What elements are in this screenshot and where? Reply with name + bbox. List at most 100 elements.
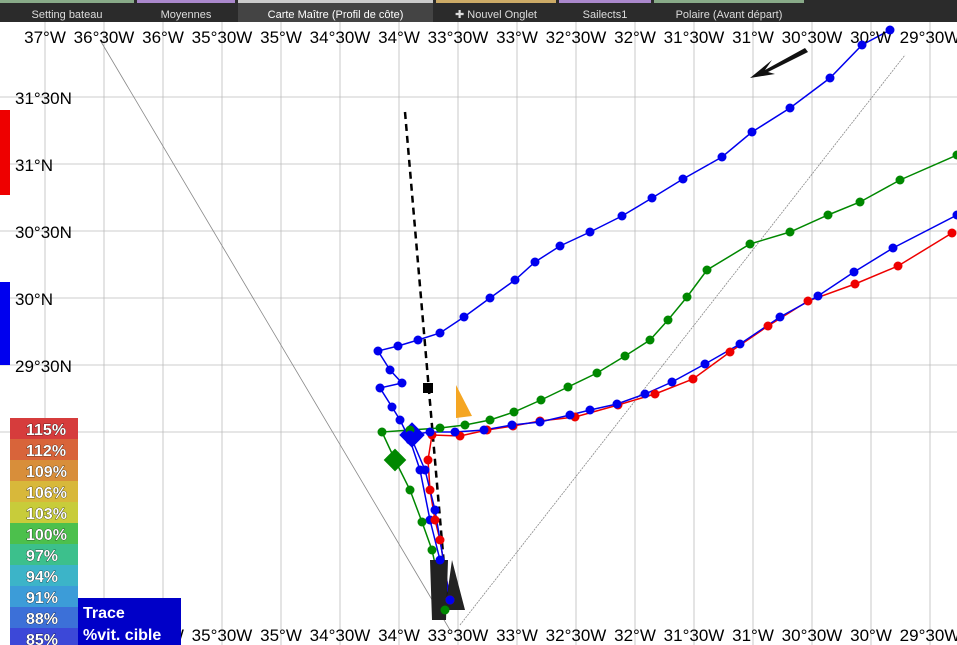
longitude-label: 30°30W — [782, 28, 843, 47]
legend-label: 94% — [26, 569, 58, 586]
route-point — [825, 73, 835, 83]
legend-label: 109% — [26, 464, 67, 481]
longitude-label: 31°30W — [664, 28, 725, 47]
latitude-label: 31°N — [15, 156, 53, 175]
tab[interactable]: Carte Maître (Profil de côte) — [238, 0, 433, 22]
latitude-label: 30°30N — [15, 223, 72, 242]
longitude-label: 31°30W — [664, 626, 725, 645]
legend-subtitle: %vit. cible — [83, 627, 161, 644]
side-marker — [0, 282, 10, 365]
route-point — [952, 210, 957, 220]
legend-label: 112% — [26, 443, 66, 460]
legend-swatch — [10, 586, 78, 607]
route-point — [397, 378, 407, 388]
route-point — [509, 407, 519, 417]
route-point — [885, 25, 895, 35]
route-point — [717, 152, 727, 162]
route-point — [555, 241, 565, 251]
gc-line — [99, 39, 451, 631]
route-point — [430, 515, 440, 525]
legend-swatch — [10, 439, 78, 460]
legend-swatch — [10, 418, 78, 439]
route-point — [535, 417, 545, 427]
route-point — [849, 267, 859, 277]
route-point — [390, 455, 400, 465]
heading-line — [403, 111, 449, 601]
legend-swatch — [10, 481, 78, 502]
route-point — [435, 423, 445, 433]
legend-label: 100% — [26, 527, 67, 544]
route-point — [420, 465, 430, 475]
route-point — [423, 455, 433, 465]
route-point — [507, 420, 517, 430]
route-point — [775, 312, 785, 322]
tab-label: ✚ — [455, 9, 468, 21]
route-point — [435, 555, 445, 565]
legend-label: 91% — [26, 590, 58, 607]
route-point — [585, 227, 595, 237]
legend-label: 88% — [26, 611, 58, 628]
route-point — [650, 389, 660, 399]
route-point — [952, 150, 957, 160]
tab[interactable]: Polaire (Avant départ) — [654, 0, 804, 22]
legend-label: 106% — [26, 485, 67, 502]
route-point — [735, 339, 745, 349]
route-point — [702, 265, 712, 275]
longitude-label: 29°30W — [900, 626, 957, 645]
route-point — [763, 321, 773, 331]
legend: 115% 112% 109% 106% 103% 100% 97% 94% 91% 88% 85% — [10, 418, 78, 645]
route-point — [425, 485, 435, 495]
route-point — [612, 399, 622, 409]
route-point — [700, 359, 710, 369]
tab-label: Nouvel Onglet — [467, 9, 537, 21]
route-point — [435, 328, 445, 338]
longitude-label: 29°30W — [900, 28, 957, 47]
route-point — [725, 347, 735, 357]
tab[interactable]: Moyennes — [137, 0, 235, 22]
route-point — [510, 275, 520, 285]
legend-box — [78, 598, 181, 645]
longitude-label: 36°30W — [74, 28, 135, 47]
longitude-label: 32°W — [614, 626, 656, 645]
boat-icon — [456, 385, 472, 418]
longitude-label: 35°30W — [192, 28, 253, 47]
route-point — [585, 405, 595, 415]
route-point — [430, 505, 440, 515]
legend-swatch — [10, 565, 78, 586]
longitude-label: 32°W — [614, 28, 656, 47]
map[interactable]: 37°W37°W36°30W36°30W36°W36°W35°30W35°30W… — [0, 22, 957, 645]
route-point — [857, 40, 867, 50]
tab-bar: Setting bateau Moyennes Carte Maître (Pr… — [0, 0, 957, 22]
route-point — [485, 293, 495, 303]
route-point — [387, 402, 397, 412]
legend-swatch — [10, 544, 78, 565]
tab[interactable]: ✚ Nouvel Onglet — [436, 0, 556, 22]
route-point — [823, 210, 833, 220]
route-point — [450, 427, 460, 437]
longitude-label: 31°W — [732, 28, 774, 47]
route-point — [855, 197, 865, 207]
route-point — [947, 228, 957, 238]
route-point — [459, 312, 469, 322]
route-point — [785, 103, 795, 113]
legend-label: 97% — [26, 548, 58, 565]
legend-label: 115% — [26, 422, 66, 439]
route-point — [460, 420, 470, 430]
route-point — [803, 296, 813, 306]
route-point — [536, 395, 546, 405]
route-point — [617, 211, 627, 221]
route-point — [645, 335, 655, 345]
route-point — [393, 341, 403, 351]
tab[interactable]: Setting bateau — [0, 0, 134, 22]
tab[interactable]: Sailects1 — [559, 0, 651, 22]
route-point — [417, 517, 427, 527]
route-point — [435, 535, 445, 545]
route-point — [785, 227, 795, 237]
longitude-label: 35°W — [260, 28, 302, 47]
latitude-label: 29°30N — [15, 357, 72, 376]
legend-swatch — [10, 607, 78, 628]
route-point — [893, 261, 903, 271]
latitude-label: 30°N — [15, 290, 53, 309]
route-point — [620, 351, 630, 361]
route-point — [375, 383, 385, 393]
